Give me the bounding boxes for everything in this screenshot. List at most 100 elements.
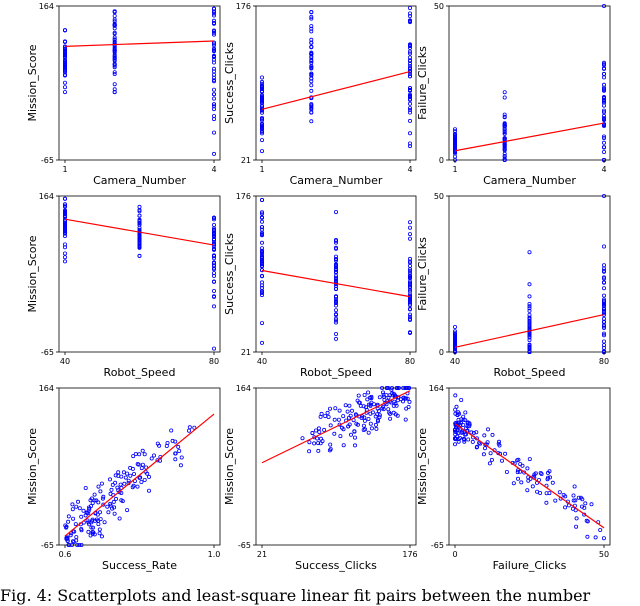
data-point <box>407 141 412 146</box>
data-point <box>326 414 331 419</box>
x-tick-label: 80 <box>209 357 219 366</box>
data-point <box>545 477 550 482</box>
data-point <box>211 288 216 293</box>
data-point <box>602 136 607 141</box>
data-point <box>515 458 520 463</box>
plot-frame <box>255 195 417 353</box>
data-point <box>259 240 264 245</box>
data-point <box>173 451 178 456</box>
data-point <box>307 440 312 445</box>
data-point <box>511 481 516 486</box>
data-point <box>333 320 338 325</box>
plot-frame <box>255 5 417 161</box>
data-point <box>453 393 458 398</box>
data-point <box>466 437 471 442</box>
data-point <box>369 426 374 431</box>
data-point <box>407 97 412 102</box>
x-axis-label: Robot_Speed <box>104 366 176 379</box>
data-point <box>318 414 323 419</box>
data-point <box>407 303 412 308</box>
fit-line <box>454 122 605 152</box>
x-axis-label: Success_Rate <box>102 559 177 572</box>
data-point <box>318 441 323 446</box>
data-point <box>211 79 216 84</box>
data-point <box>211 87 216 92</box>
data-point <box>259 283 264 288</box>
data-point <box>407 42 412 47</box>
data-point <box>259 210 264 215</box>
x-tick-label: 4 <box>211 165 216 174</box>
data-point <box>170 438 175 443</box>
data-point <box>309 40 314 45</box>
data-point <box>125 508 130 513</box>
data-point <box>116 470 121 475</box>
data-point <box>136 462 141 467</box>
x-axis-label: Success_Clicks <box>295 559 377 572</box>
x-tick-label: 50 <box>599 550 609 559</box>
data-point <box>63 255 68 260</box>
data-point <box>85 518 90 523</box>
data-point <box>452 137 457 142</box>
data-point <box>117 516 122 521</box>
data-point <box>259 215 264 220</box>
data-point <box>598 528 603 533</box>
data-point <box>309 24 314 29</box>
data-point <box>211 263 216 268</box>
data-point <box>211 96 216 101</box>
data-point <box>404 406 409 411</box>
x-tick-label: 4 <box>407 165 412 174</box>
data-point <box>602 97 607 102</box>
data-point <box>259 246 264 251</box>
data-point <box>87 522 92 527</box>
data-point <box>361 423 366 428</box>
y-tick-label: 50 <box>434 2 444 11</box>
data-point <box>112 61 117 66</box>
data-point <box>407 232 412 237</box>
data-point <box>407 11 412 16</box>
data-point <box>86 520 91 525</box>
data-point <box>407 86 412 91</box>
data-point <box>116 473 121 478</box>
scatter-panel-5: 40 80 176 21 Robot_Speed Success_Clicks <box>223 192 417 379</box>
data-point <box>452 442 457 447</box>
data-point <box>259 225 264 230</box>
data-point <box>527 282 532 287</box>
data-point <box>343 403 348 408</box>
data-point <box>211 9 216 14</box>
y-axis-label: Success_Clicks <box>223 233 236 315</box>
data-point <box>328 423 333 428</box>
data-point <box>112 90 117 95</box>
data-point <box>173 457 178 462</box>
data-point <box>211 273 216 278</box>
data-point <box>338 434 343 439</box>
data-point <box>66 514 71 519</box>
data-point <box>106 510 111 515</box>
fit-line <box>261 269 411 298</box>
x-tick-label: 1 <box>452 165 457 174</box>
data-point <box>63 204 68 209</box>
plot-frame <box>448 195 611 353</box>
data-point <box>333 297 338 302</box>
data-point <box>602 4 607 9</box>
data-point <box>75 543 80 548</box>
data-point <box>515 470 520 475</box>
data-point <box>333 275 338 280</box>
data-point <box>137 452 142 457</box>
data-point <box>404 385 409 390</box>
data-point <box>178 463 183 468</box>
plot-frame <box>448 5 611 161</box>
data-point <box>407 110 412 115</box>
data-point <box>259 131 264 136</box>
data-point <box>407 260 412 265</box>
data-point <box>108 491 113 496</box>
data-point <box>333 262 338 267</box>
data-point <box>452 342 457 347</box>
data-point <box>211 226 216 231</box>
data-point <box>407 59 412 64</box>
data-point <box>131 471 136 476</box>
data-point <box>527 301 532 306</box>
data-point <box>70 507 75 512</box>
data-point <box>112 70 117 75</box>
data-point <box>452 324 457 329</box>
data-point <box>482 433 487 438</box>
